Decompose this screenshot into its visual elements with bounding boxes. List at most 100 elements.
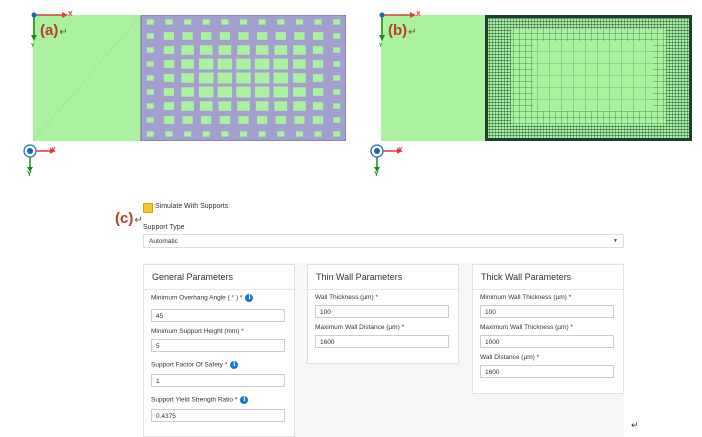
axis-x-label-b-top: X <box>416 11 421 18</box>
support-cell <box>184 19 192 25</box>
support-cell <box>198 72 214 84</box>
support-cell <box>199 45 213 55</box>
min-wall-thickness-input[interactable]: 100 <box>480 305 614 318</box>
support-cell <box>217 58 233 70</box>
support-cell <box>181 59 194 69</box>
support-cell <box>312 60 324 68</box>
axis-x-label-b: X <box>398 147 403 154</box>
support-cell <box>333 117 341 123</box>
support-cell <box>236 72 251 84</box>
support-cell <box>295 19 303 25</box>
return-mark: ↵ <box>631 420 639 430</box>
support-cell <box>198 86 214 98</box>
max-wall-thickness-input[interactable]: 1000 <box>480 335 614 348</box>
support-cell <box>182 32 193 40</box>
support-cell <box>217 72 233 84</box>
support-cell <box>314 131 322 137</box>
wall-thickness-input[interactable]: 100 <box>315 305 449 318</box>
support-cell <box>217 86 233 98</box>
support-cell <box>219 116 230 124</box>
support-cell <box>273 72 289 84</box>
min-overhang-angle-input[interactable]: 45 <box>151 309 285 322</box>
support-cell <box>181 45 194 55</box>
thick-wall-parameters-title: Thick Wall Parameters <box>481 272 572 282</box>
support-cell <box>275 32 286 40</box>
support-cell <box>277 19 285 25</box>
viewport-a[interactable] <box>33 15 346 141</box>
support-cell <box>333 47 341 53</box>
support-factor-of-safety-input[interactable]: 1 <box>151 374 285 387</box>
support-cell <box>146 75 154 81</box>
support-type-select[interactable]: Automatic ▼ <box>143 234 624 248</box>
support-cell <box>312 32 324 40</box>
support-cell <box>163 46 175 54</box>
support-cell <box>255 45 269 55</box>
info-icon[interactable]: i <box>240 396 249 404</box>
thin-wall-parameters-title: Thin Wall Parameters <box>316 272 403 282</box>
support-cell <box>312 74 324 82</box>
support-cell <box>293 59 306 69</box>
support-cell <box>146 131 154 137</box>
support-cell <box>198 58 214 70</box>
general-parameters-title: General Parameters <box>152 272 234 282</box>
panel-label-c: (c)↵ <box>115 210 143 227</box>
wall-thickness-label: Wall Thickness (µm) * <box>315 294 378 301</box>
support-cell <box>163 102 175 110</box>
support-cell <box>293 101 306 111</box>
support-yield-strength-ratio-label: Support Yield Strength Ratio * i <box>151 396 249 404</box>
support-cell <box>274 45 288 55</box>
min-overhang-angle-label: Minimum Overhang Angle ( ° ) * i <box>151 294 254 302</box>
support-cell <box>238 32 249 40</box>
axis-y-label-a: Y <box>27 171 32 178</box>
support-cell <box>254 72 270 84</box>
wall-distance-label: Wall Distance (µm) * <box>480 354 540 361</box>
support-cell <box>236 58 251 70</box>
support-cell <box>312 46 324 54</box>
support-cell <box>312 116 324 124</box>
support-cell <box>312 88 324 96</box>
support-cell <box>258 131 266 137</box>
support-cell <box>165 19 173 25</box>
info-icon[interactable]: i <box>230 361 239 369</box>
support-cell <box>333 19 341 25</box>
support-type-value: Automatic <box>149 238 178 245</box>
axis-y-label-b-top: Y <box>379 43 383 49</box>
support-cell <box>221 19 229 25</box>
support-cell <box>163 88 175 96</box>
support-type-label: Support Type <box>143 224 185 231</box>
min-wall-thickness-label: Minimum Wall Thickness (µm) * <box>480 294 572 301</box>
support-cell <box>163 74 175 82</box>
support-cell <box>202 19 210 25</box>
support-cell <box>238 116 249 124</box>
support-cell <box>254 86 270 98</box>
support-cell <box>146 33 154 39</box>
support-factor-of-safety-label: Support Factor Of Safety * i <box>151 361 239 369</box>
support-cell <box>146 117 154 123</box>
support-cell <box>201 116 212 124</box>
axis-triad-top-b <box>379 12 416 41</box>
axis-y-label-a-top: Y <box>31 43 35 49</box>
support-cell <box>146 103 154 109</box>
viewport-b[interactable] <box>381 15 692 141</box>
support-structure-a <box>33 15 346 141</box>
support-cell <box>312 102 324 110</box>
support-cell <box>165 131 173 137</box>
support-cell <box>201 32 212 40</box>
support-cell <box>146 47 154 53</box>
support-cell <box>333 131 341 137</box>
support-cell <box>255 101 269 111</box>
wall-distance-input[interactable]: 1600 <box>480 365 614 378</box>
support-yield-strength-ratio-input[interactable]: 0.4375 <box>151 409 285 422</box>
info-icon[interactable]: i <box>245 294 254 302</box>
mesh-structure-b <box>485 15 692 141</box>
support-cell <box>181 73 194 83</box>
support-cell <box>239 19 248 25</box>
max-wall-distance-input[interactable]: 1600 <box>315 335 449 348</box>
support-cell <box>184 131 192 137</box>
panel-label-a: (a)↵ <box>40 22 68 39</box>
support-cell <box>181 101 194 111</box>
axis-x-label-a-top: X <box>68 11 73 18</box>
min-support-height-input[interactable]: 5 <box>151 339 285 352</box>
simulate-with-supports-checkbox[interactable] <box>143 203 153 213</box>
support-cell <box>146 19 154 25</box>
